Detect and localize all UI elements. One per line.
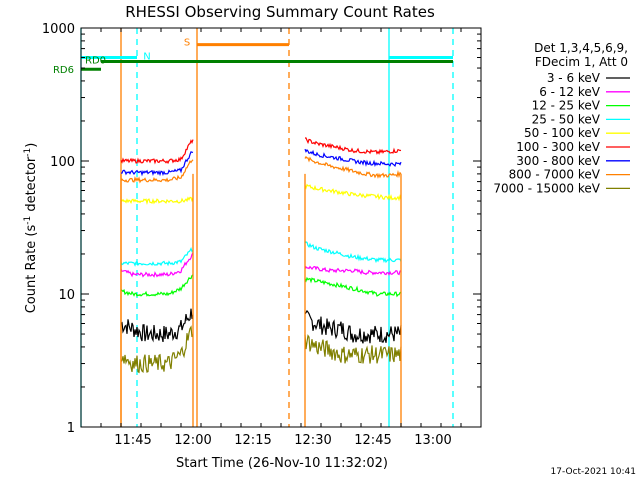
- x-tick-label: 12:00: [174, 433, 211, 448]
- legend-label: 100 - 300 keV: [516, 140, 600, 154]
- series-line: [120, 325, 194, 374]
- x-tick-label: 13:00: [414, 433, 451, 448]
- legend-label: 3 - 6 keV: [547, 71, 601, 85]
- x-axis-label: Start Time (26-Nov-10 11:32:02): [176, 456, 388, 471]
- series-line: [120, 247, 194, 267]
- legend-header-line-1: Det 1,3,4,5,6,9,: [534, 41, 628, 55]
- series-line: [305, 137, 402, 155]
- x-tick-label: 12:45: [354, 433, 391, 448]
- legend-label: 300 - 800 keV: [516, 154, 600, 168]
- series-line: [120, 196, 194, 206]
- chart-title: RHESSI Observing Summary Count Rates: [125, 3, 435, 21]
- legend-header-line-2: FDecim 1, Att 0: [535, 55, 628, 69]
- series-line: [304, 265, 402, 276]
- series-line: [304, 148, 402, 168]
- legend-label: 12 - 25 keV: [532, 99, 601, 113]
- legend-label: 25 - 50 keV: [532, 112, 601, 126]
- legend-label: 6 - 12 keV: [539, 85, 601, 99]
- legend-label: 800 - 7000 keV: [509, 168, 601, 182]
- legend-label: 50 - 100 keV: [524, 126, 601, 140]
- y-tick-label: 1000: [42, 22, 75, 37]
- y-tick-label: 1: [67, 421, 75, 436]
- series-line: [304, 334, 402, 364]
- y-tick-label: 10: [58, 288, 75, 303]
- series-line: [304, 309, 402, 344]
- series-line: [304, 155, 402, 179]
- series-line: [120, 151, 194, 177]
- night-flag-label: N: [143, 52, 150, 63]
- series-line: [120, 274, 194, 297]
- x-tick-label: 12:30: [294, 433, 331, 448]
- y-axis-label: Count Rate (s-1 detector-1): [23, 143, 39, 314]
- series-line: [304, 241, 402, 264]
- saa-flag-label: S: [184, 38, 190, 49]
- series-line: [304, 276, 402, 298]
- series-line: [120, 252, 194, 278]
- x-tick-label: 11:45: [114, 433, 151, 448]
- series-line: [120, 159, 194, 184]
- timestamp: 17-Oct-2021 10:41: [551, 467, 636, 477]
- y-tick-label: 100: [50, 155, 75, 170]
- rd6-flag-label: RD6: [53, 65, 74, 76]
- x-axis-ticks: 11:45 12:00 12:15 12:30 12:45 13:00: [80, 28, 482, 448]
- series-line: [120, 139, 194, 165]
- series-line: [304, 183, 402, 202]
- legend-label: 7000 - 15000 keV: [493, 181, 600, 195]
- y-axis-ticks: 1 10 100 1000: [42, 22, 481, 436]
- rd0-flag-label: RD0: [85, 55, 106, 66]
- series-line: [120, 308, 194, 343]
- plot-area: N S RD0 RD6: [53, 28, 454, 427]
- x-tick-label: 12:15: [234, 433, 271, 448]
